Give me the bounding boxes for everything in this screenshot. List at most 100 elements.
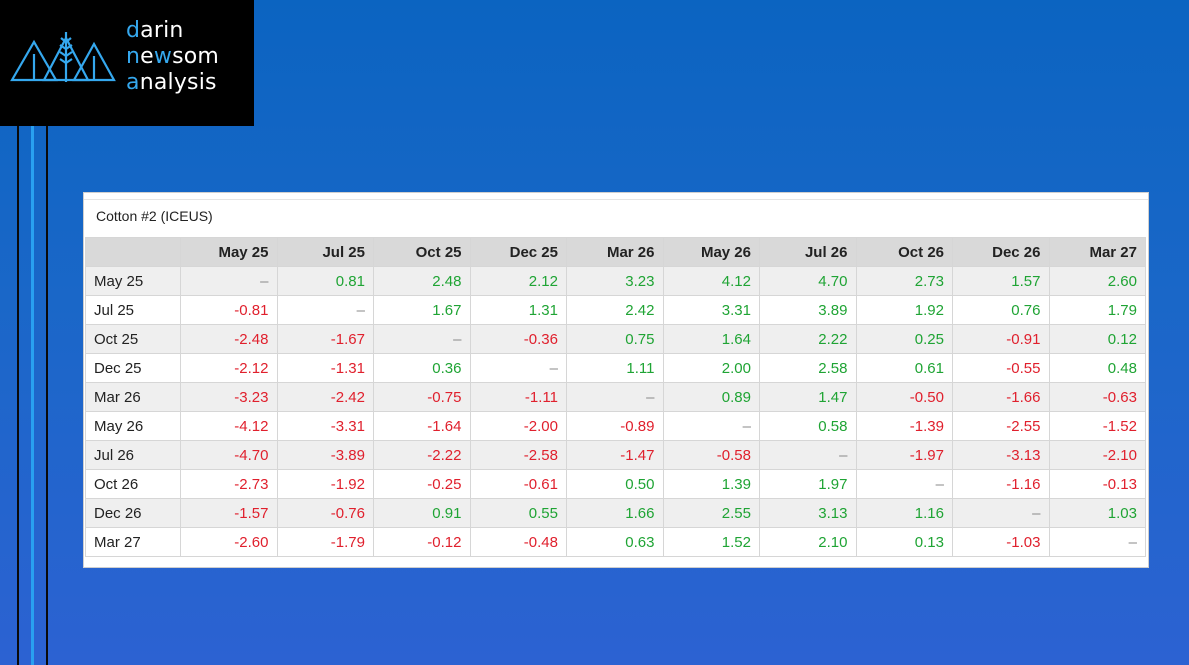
spread-cell: -1.79: [276, 527, 374, 557]
spread-cell: 1.79: [1048, 295, 1146, 325]
spread-cell: -1.11: [469, 382, 567, 412]
logo-line-3: analysis: [126, 70, 217, 95]
spread-cell: –: [469, 353, 567, 383]
column-header: Jul 26: [759, 237, 857, 267]
logo-line-2: newsom: [126, 44, 220, 69]
spread-cell: 0.76: [952, 295, 1050, 325]
spread-cell: 1.39: [662, 469, 760, 499]
spread-cell: -1.16: [952, 469, 1050, 499]
spread-cell: 1.11: [566, 353, 664, 383]
spread-cell: 2.22: [759, 324, 857, 354]
row-header: May 25: [85, 266, 181, 296]
logo-wordmark: darin newsom analysis: [126, 18, 219, 96]
company-logo: darin newsom analysis: [0, 0, 254, 126]
spread-cell: -2.58: [469, 440, 567, 470]
spread-cell: -1.57: [180, 498, 278, 528]
spread-cell: 1.97: [759, 469, 857, 499]
row-header: Jul 26: [85, 440, 181, 470]
column-header: May 25: [180, 237, 278, 267]
row-header: Dec 26: [85, 498, 181, 528]
table-row: Jul 25 -0.81–1.67 1.31 2.42 3.31 3.89 1.92 0.76…: [85, 295, 1146, 325]
spread-cell: 1.16: [855, 498, 953, 528]
spread-cell: -0.13: [1048, 469, 1146, 499]
spread-cell: -0.76: [276, 498, 374, 528]
spread-cell: -0.55: [952, 353, 1050, 383]
spread-cell: -0.58: [662, 440, 760, 470]
spread-cell: -2.00: [469, 411, 567, 441]
spread-cell: 4.70: [759, 266, 857, 296]
card-divider: [84, 199, 1148, 200]
spread-cell: -0.91: [952, 324, 1050, 354]
spread-cell: 2.10: [759, 527, 857, 557]
spread-cell: -1.52: [1048, 411, 1146, 441]
spread-cell: -3.13: [952, 440, 1050, 470]
table-body: May 25–0.81 2.48 2.12 3.23 4.12 4.70 2.73 1.57 2…: [85, 266, 1146, 557]
row-header: Mar 26: [85, 382, 181, 412]
spread-cell: 2.00: [662, 353, 760, 383]
logo-line-1: darin: [126, 18, 184, 43]
column-header: Mar 27: [1048, 237, 1146, 267]
mountain-wheat-logo-icon: [10, 32, 116, 82]
spread-cell: 0.13: [855, 527, 953, 557]
column-header: Oct 26: [855, 237, 953, 267]
row-header: Mar 27: [85, 527, 181, 557]
spread-cell: 1.67: [373, 295, 471, 325]
table-row: Oct 26 -2.73 -1.92 -0.25 -0.61 0.50 1.39 1.97– -…: [85, 469, 1146, 499]
spread-cell: -0.75: [373, 382, 471, 412]
row-header: Oct 26: [85, 469, 181, 499]
table-corner-cell: [85, 237, 181, 267]
table-row: May 25–0.81 2.48 2.12 3.23 4.12 4.70 2.73 1.57 2…: [85, 266, 1146, 296]
spread-cell: 1.57: [952, 266, 1050, 296]
spread-cell: 1.31: [469, 295, 567, 325]
spread-cell: -0.63: [1048, 382, 1146, 412]
spread-cell: –: [180, 266, 278, 296]
spread-cell: 0.25: [855, 324, 953, 354]
spread-cell: -1.97: [855, 440, 953, 470]
spread-cell: -1.64: [373, 411, 471, 441]
spread-cell: 0.58: [759, 411, 857, 441]
column-header: Mar 26: [566, 237, 664, 267]
spread-cell: -3.89: [276, 440, 374, 470]
spread-cell: 2.55: [662, 498, 760, 528]
row-header: Oct 25: [85, 324, 181, 354]
spread-cell: –: [952, 498, 1050, 528]
spread-cell: 2.73: [855, 266, 953, 296]
decorative-line-right: [46, 125, 48, 665]
spread-cell: 0.61: [855, 353, 953, 383]
spread-cell: -0.81: [180, 295, 278, 325]
spread-cell: 3.89: [759, 295, 857, 325]
spread-cell: 4.12: [662, 266, 760, 296]
spread-cell: 0.48: [1048, 353, 1146, 383]
spread-cell: -0.48: [469, 527, 567, 557]
spread-cell: -1.67: [276, 324, 374, 354]
column-header: Dec 26: [952, 237, 1050, 267]
spread-cell: 3.31: [662, 295, 760, 325]
spread-matrix-card: Cotton #2 (ICEUS) May 25 Jul 25 Oct 25 Dec …: [83, 192, 1149, 568]
spread-cell: -2.48: [180, 324, 278, 354]
row-header: Dec 25: [85, 353, 181, 383]
column-header: May 26: [662, 237, 760, 267]
table-row: Dec 25 -2.12 -1.31 0.36–1.11 2.00 2.58 0.61 -0.…: [85, 353, 1146, 383]
row-header: Jul 25: [85, 295, 181, 325]
spread-cell: 0.36: [373, 353, 471, 383]
spread-cell: –: [662, 411, 760, 441]
spread-cell: 0.89: [662, 382, 760, 412]
table-row: Oct 25 -2.48 -1.67– -0.36 0.75 1.64 2.22 0.25 -0…: [85, 324, 1146, 354]
spread-cell: -0.50: [855, 382, 953, 412]
spread-cell: –: [566, 382, 664, 412]
spread-cell: 0.55: [469, 498, 567, 528]
spread-cell: -0.36: [469, 324, 567, 354]
table-header-row: May 25 Jul 25 Oct 25 Dec 25 Mar 26 May 26 Jul …: [85, 237, 1146, 267]
spread-cell: 3.13: [759, 498, 857, 528]
spread-cell: -4.70: [180, 440, 278, 470]
spread-cell: -1.47: [566, 440, 664, 470]
spread-cell: -0.25: [373, 469, 471, 499]
spread-cell: -2.55: [952, 411, 1050, 441]
spread-cell: 2.58: [759, 353, 857, 383]
spread-cell: -2.12: [180, 353, 278, 383]
column-header: Jul 25: [276, 237, 374, 267]
spread-cell: 0.50: [566, 469, 664, 499]
spread-cell: -2.22: [373, 440, 471, 470]
spread-cell: 2.12: [469, 266, 567, 296]
